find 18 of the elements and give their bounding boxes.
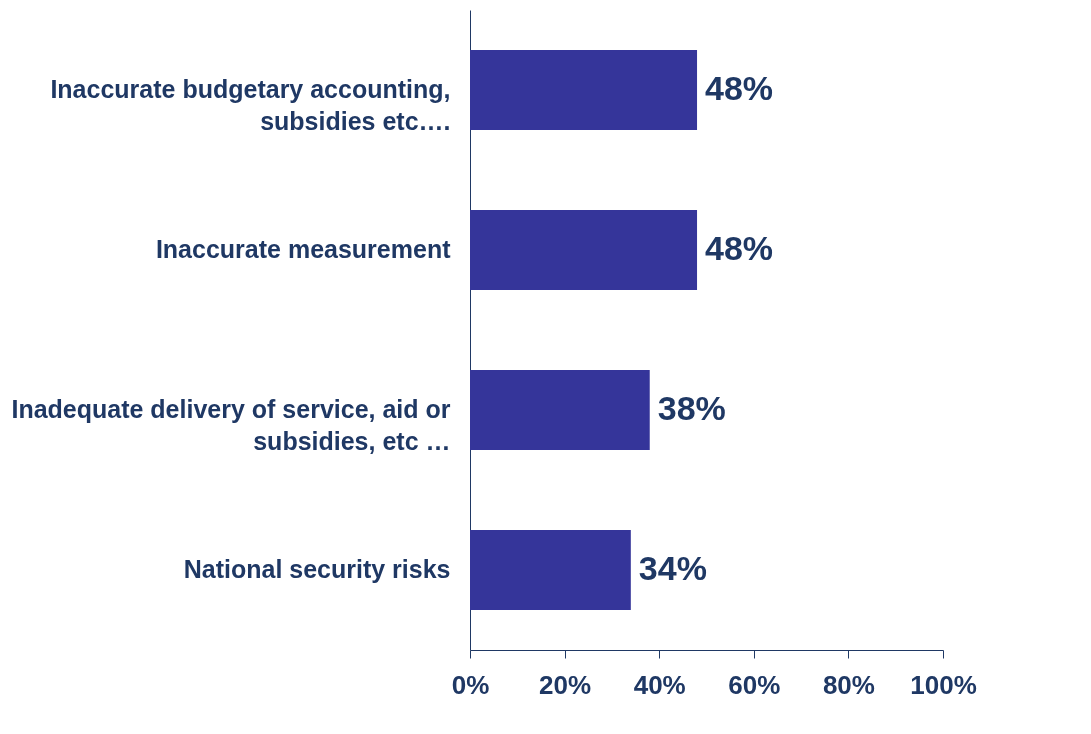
- bar: [470, 530, 631, 610]
- y-tick-label: Inaccurate measurement: [155, 235, 452, 263]
- bar: [470, 50, 698, 130]
- data-label: 38%: [657, 389, 726, 427]
- bar: [470, 210, 698, 290]
- x-tick-label: 60%: [728, 669, 781, 700]
- bar: [470, 370, 650, 450]
- x-tick-label: 40%: [633, 669, 686, 700]
- x-tick-label: 0%: [451, 669, 490, 700]
- y-tick-label: Inaccurate budgetary accounting, subsidies etc….: [50, 75, 451, 135]
- y-tick-label: National security risks: [183, 555, 451, 583]
- x-tick-label: 100%: [910, 669, 977, 700]
- data-label: 48%: [705, 69, 774, 107]
- y-tick-label: Inadequate delivery of service, aid or subsidies, etc …: [11, 395, 451, 455]
- x-tick-label: 20%: [539, 669, 592, 700]
- data-label: 34%: [638, 549, 707, 587]
- data-label: 48%: [705, 229, 774, 267]
- x-tick-label: 80%: [822, 669, 875, 700]
